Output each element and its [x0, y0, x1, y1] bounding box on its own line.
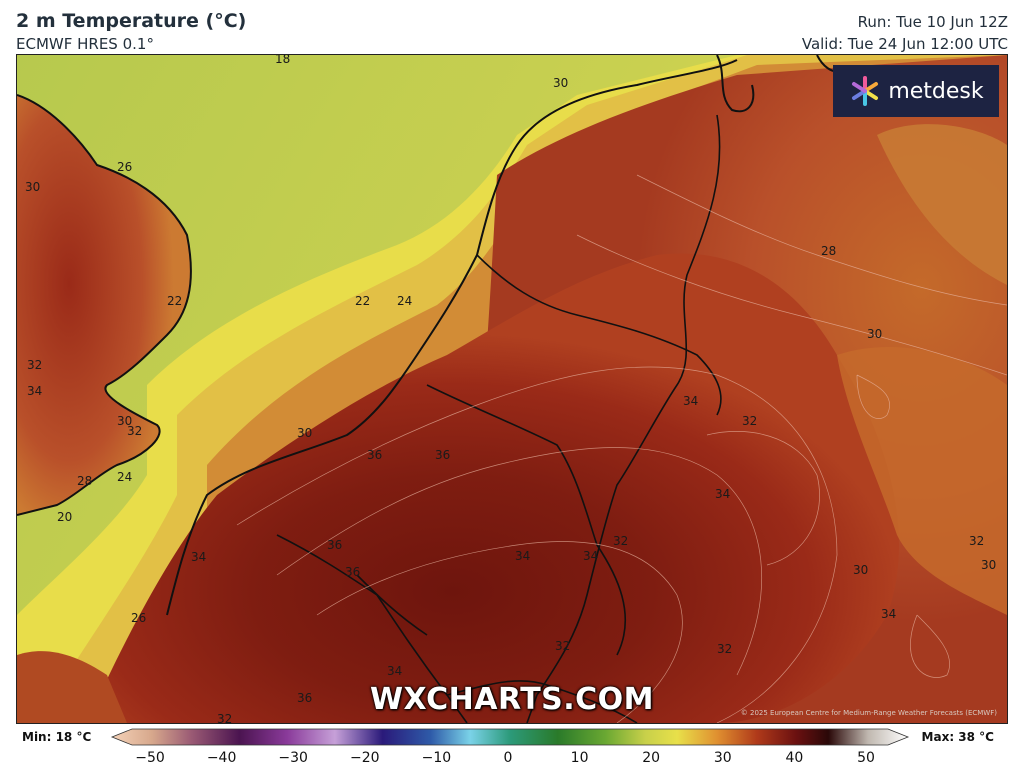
contour-label: 30: [25, 180, 40, 194]
continental-coastline: [166, 59, 738, 616]
contour-label: 34: [881, 607, 896, 621]
contour-label: 34: [683, 394, 698, 408]
chart-title: 2 m Temperature (°C): [16, 10, 247, 32]
country-borders: [276, 114, 722, 723]
contour-label: 28: [77, 474, 92, 488]
metdesk-logo[interactable]: metdesk: [833, 65, 999, 117]
model-name: ECMWF HRES 0.1°: [16, 35, 154, 53]
contour-label: 20: [57, 510, 72, 524]
color-bar-tick-label: 30: [713, 750, 732, 766]
contour-label: 36: [297, 691, 312, 705]
wxcharts-watermark: WXCHARTS.COM: [369, 682, 655, 717]
contour-label: 34: [715, 487, 730, 501]
great-britain-landmass: [17, 95, 191, 515]
contour-label: 30: [117, 414, 132, 428]
contour-label: 26: [131, 611, 146, 625]
contour-label: 36: [367, 448, 382, 462]
contour-labels: 18 30 26 30 22 22 24 32 34 30 32 28 24 2…: [25, 55, 996, 723]
color-bar-tick-label: 0: [503, 750, 513, 766]
color-bar-tick-label: 40: [785, 750, 804, 766]
color-bar-tick-label: −40: [206, 750, 237, 766]
contour-label: 32: [127, 424, 142, 438]
map-canvas: 18 30 26 30 22 22 24 32 34 30 32 28 24 2…: [17, 55, 1007, 723]
contour-label: 34: [515, 549, 530, 563]
contour-label: 22: [167, 294, 182, 308]
color-bar-tick-label: 20: [642, 750, 661, 766]
contour-label: 32: [613, 534, 628, 548]
color-bar-tick-label: −30: [278, 750, 308, 766]
contour-label: 30: [853, 563, 868, 577]
contour-label: 30: [867, 327, 882, 341]
contour-label: 32: [969, 534, 984, 548]
contour-label: 32: [217, 712, 232, 723]
contour-label: 36: [435, 448, 450, 462]
color-bar-tick-label: −50: [135, 750, 165, 766]
contour-label: 28: [821, 244, 836, 258]
contour-label: 34: [191, 550, 206, 564]
color-bar-tick-label: −20: [350, 750, 380, 766]
min-temperature-label: Min: 18 °C: [22, 730, 92, 744]
contour-label: 18: [275, 55, 290, 66]
contour-label: 32: [717, 642, 732, 656]
contour-label: 30: [297, 426, 312, 440]
contour-label: 26: [117, 160, 132, 174]
contour-label: 24: [397, 294, 412, 308]
contour-label: 32: [555, 639, 570, 653]
metdesk-star-icon: [852, 76, 879, 106]
contour-label: 34: [27, 384, 42, 398]
contour-label: 36: [345, 565, 360, 579]
valid-time: Valid: Tue 24 Jun 12:00 UTC: [801, 35, 1008, 53]
contour-label: 34: [387, 664, 402, 678]
copyright-notice: © 2025 European Centre for Medium-Range …: [740, 709, 997, 717]
contour-label: 30: [981, 558, 996, 572]
uk-coastline: [17, 94, 192, 516]
contour-label: 36: [327, 538, 342, 552]
color-bar-tick-label: −10: [421, 750, 452, 766]
contour-label: 24: [117, 470, 132, 484]
color-bar-tick-label: 10: [570, 750, 589, 766]
isotherm-lines: [236, 174, 1007, 723]
contour-label: 32: [742, 414, 757, 428]
color-bar: [110, 728, 910, 746]
color-bar-tick-label: 50: [857, 750, 875, 766]
contour-label: 34: [583, 549, 598, 563]
run-time: Run: Tue 10 Jun 12Z: [857, 13, 1008, 31]
color-scale-legend: Min: 18 °C: [0, 724, 1024, 784]
contour-label: 30: [553, 76, 568, 90]
contour-label: 32: [27, 358, 42, 372]
max-temperature-label: Max: 38 °C: [921, 730, 994, 744]
temperature-map[interactable]: 18 30 26 30 22 22 24 32 34 30 32 28 24 2…: [16, 54, 1008, 724]
contour-label: 22: [355, 294, 370, 308]
logo-text: metdesk: [888, 78, 984, 104]
